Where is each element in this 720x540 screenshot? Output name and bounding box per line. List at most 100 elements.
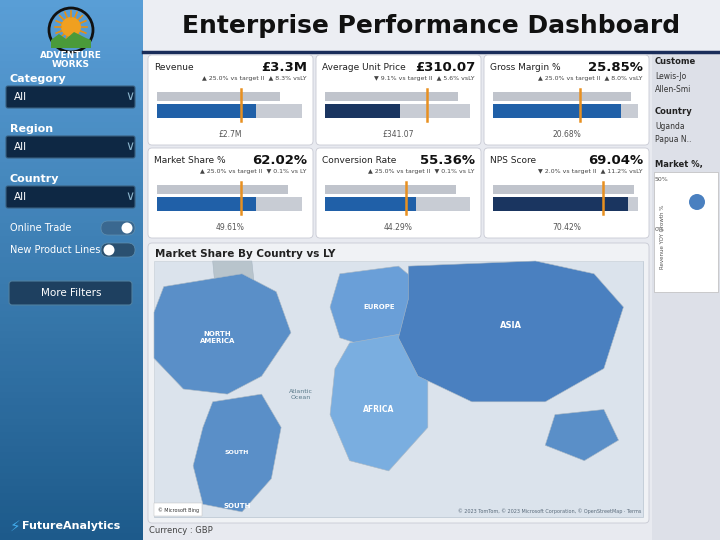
- Bar: [154, 261, 643, 517]
- Bar: [0, 27, 143, 35]
- Bar: [0, 465, 143, 474]
- Text: Currency : GBP: Currency : GBP: [149, 526, 212, 535]
- Bar: [0, 222, 143, 231]
- Bar: [0, 209, 143, 217]
- Bar: [0, 135, 143, 143]
- Text: ▲ 25.0% vs target II  ▲ 8.3% vsLY: ▲ 25.0% vs target II ▲ 8.3% vsLY: [202, 76, 307, 81]
- Bar: [493, 185, 634, 194]
- Bar: [0, 492, 143, 501]
- Bar: [0, 303, 143, 312]
- Bar: [0, 472, 143, 480]
- Bar: [154, 503, 202, 516]
- Bar: [0, 108, 143, 116]
- Text: EUROPE: EUROPE: [363, 304, 395, 310]
- Text: Country: Country: [10, 174, 60, 184]
- Text: Lewis-Jo: Lewis-Jo: [655, 72, 686, 81]
- Text: Online Trade: Online Trade: [10, 223, 71, 233]
- FancyBboxPatch shape: [9, 281, 132, 305]
- Text: WORKS: WORKS: [52, 60, 90, 69]
- Bar: [0, 195, 143, 204]
- Text: Uganda: Uganda: [655, 122, 685, 131]
- Bar: [0, 317, 143, 325]
- Text: Custome: Custome: [655, 57, 696, 66]
- Text: 69.04%: 69.04%: [588, 154, 643, 167]
- Circle shape: [61, 17, 81, 37]
- Bar: [0, 162, 143, 170]
- Polygon shape: [51, 32, 91, 48]
- Bar: [0, 263, 143, 271]
- Bar: [157, 185, 287, 194]
- Text: Market %,: Market %,: [655, 160, 703, 169]
- Text: Conversion Rate: Conversion Rate: [322, 156, 397, 165]
- Bar: [493, 104, 638, 118]
- Bar: [0, 47, 143, 55]
- Bar: [0, 480, 143, 487]
- Text: ▲ 25.0% vs target II  ▼ 0.1% vs LY: ▲ 25.0% vs target II ▼ 0.1% vs LY: [200, 169, 307, 174]
- Text: 0%: 0%: [655, 227, 665, 232]
- Text: Average Unit Price: Average Unit Price: [322, 63, 406, 72]
- Text: Enterprise Performance Dashboard: Enterprise Performance Dashboard: [182, 14, 680, 38]
- Bar: [0, 500, 143, 507]
- Bar: [0, 372, 143, 379]
- Bar: [0, 418, 143, 426]
- Bar: [0, 399, 143, 406]
- Bar: [0, 156, 143, 163]
- Text: FutureAnalytics: FutureAnalytics: [22, 521, 120, 531]
- FancyBboxPatch shape: [484, 55, 649, 145]
- Text: All: All: [14, 142, 27, 152]
- Bar: [493, 197, 638, 211]
- Bar: [0, 202, 143, 210]
- Bar: [0, 14, 143, 21]
- Bar: [0, 60, 143, 69]
- Bar: [652, 52, 720, 540]
- FancyBboxPatch shape: [316, 148, 481, 238]
- Text: Market Share By Country vs LY: Market Share By Country vs LY: [155, 249, 336, 259]
- Bar: [0, 284, 143, 291]
- Polygon shape: [545, 409, 618, 461]
- Bar: [157, 92, 280, 101]
- Bar: [0, 54, 143, 62]
- Text: ∨: ∨: [125, 140, 135, 153]
- Text: Market Share %: Market Share %: [154, 156, 225, 165]
- Bar: [0, 230, 143, 237]
- FancyBboxPatch shape: [316, 55, 481, 145]
- Bar: [0, 526, 143, 534]
- Bar: [0, 74, 143, 82]
- Text: Papua N..: Papua N..: [655, 135, 691, 144]
- Polygon shape: [330, 333, 428, 471]
- Text: SOUTH: SOUTH: [225, 450, 249, 456]
- Bar: [0, 115, 143, 123]
- Text: ▲ 25.0% vs target II  ▲ 8.0% vsLY: ▲ 25.0% vs target II ▲ 8.0% vsLY: [539, 76, 643, 81]
- Text: Atlantic
Ocean: Atlantic Ocean: [289, 389, 312, 400]
- Bar: [157, 104, 256, 118]
- FancyBboxPatch shape: [148, 243, 649, 523]
- Bar: [325, 185, 456, 194]
- Text: Revenue: Revenue: [154, 63, 194, 72]
- Text: 70.42%: 70.42%: [552, 223, 581, 232]
- Bar: [0, 345, 143, 352]
- Bar: [325, 92, 459, 101]
- Text: SOUTH: SOUTH: [223, 503, 251, 509]
- Polygon shape: [212, 261, 257, 312]
- Bar: [325, 104, 470, 118]
- Polygon shape: [330, 266, 423, 350]
- Bar: [0, 453, 143, 460]
- FancyBboxPatch shape: [101, 221, 135, 235]
- Polygon shape: [154, 274, 291, 394]
- Bar: [325, 197, 470, 211]
- Bar: [493, 197, 628, 211]
- Bar: [0, 519, 143, 528]
- Bar: [0, 87, 143, 96]
- Text: ∨: ∨: [125, 191, 135, 204]
- Text: ▼ 2.0% vs target II  ▲ 11.2% vsLY: ▼ 2.0% vs target II ▲ 11.2% vsLY: [539, 169, 643, 174]
- Text: ∨: ∨: [125, 91, 135, 104]
- Bar: [0, 40, 143, 48]
- Text: Region: Region: [10, 124, 53, 134]
- Bar: [0, 94, 143, 102]
- Bar: [493, 104, 621, 118]
- Text: 25.85%: 25.85%: [588, 61, 643, 74]
- Bar: [0, 243, 143, 251]
- Bar: [0, 432, 143, 440]
- Text: © 2023 TomTom, © 2023 Microsoft Corporation, © OpenStreetMap · Terms: © 2023 TomTom, © 2023 Microsoft Corporat…: [458, 508, 641, 514]
- Bar: [0, 351, 143, 359]
